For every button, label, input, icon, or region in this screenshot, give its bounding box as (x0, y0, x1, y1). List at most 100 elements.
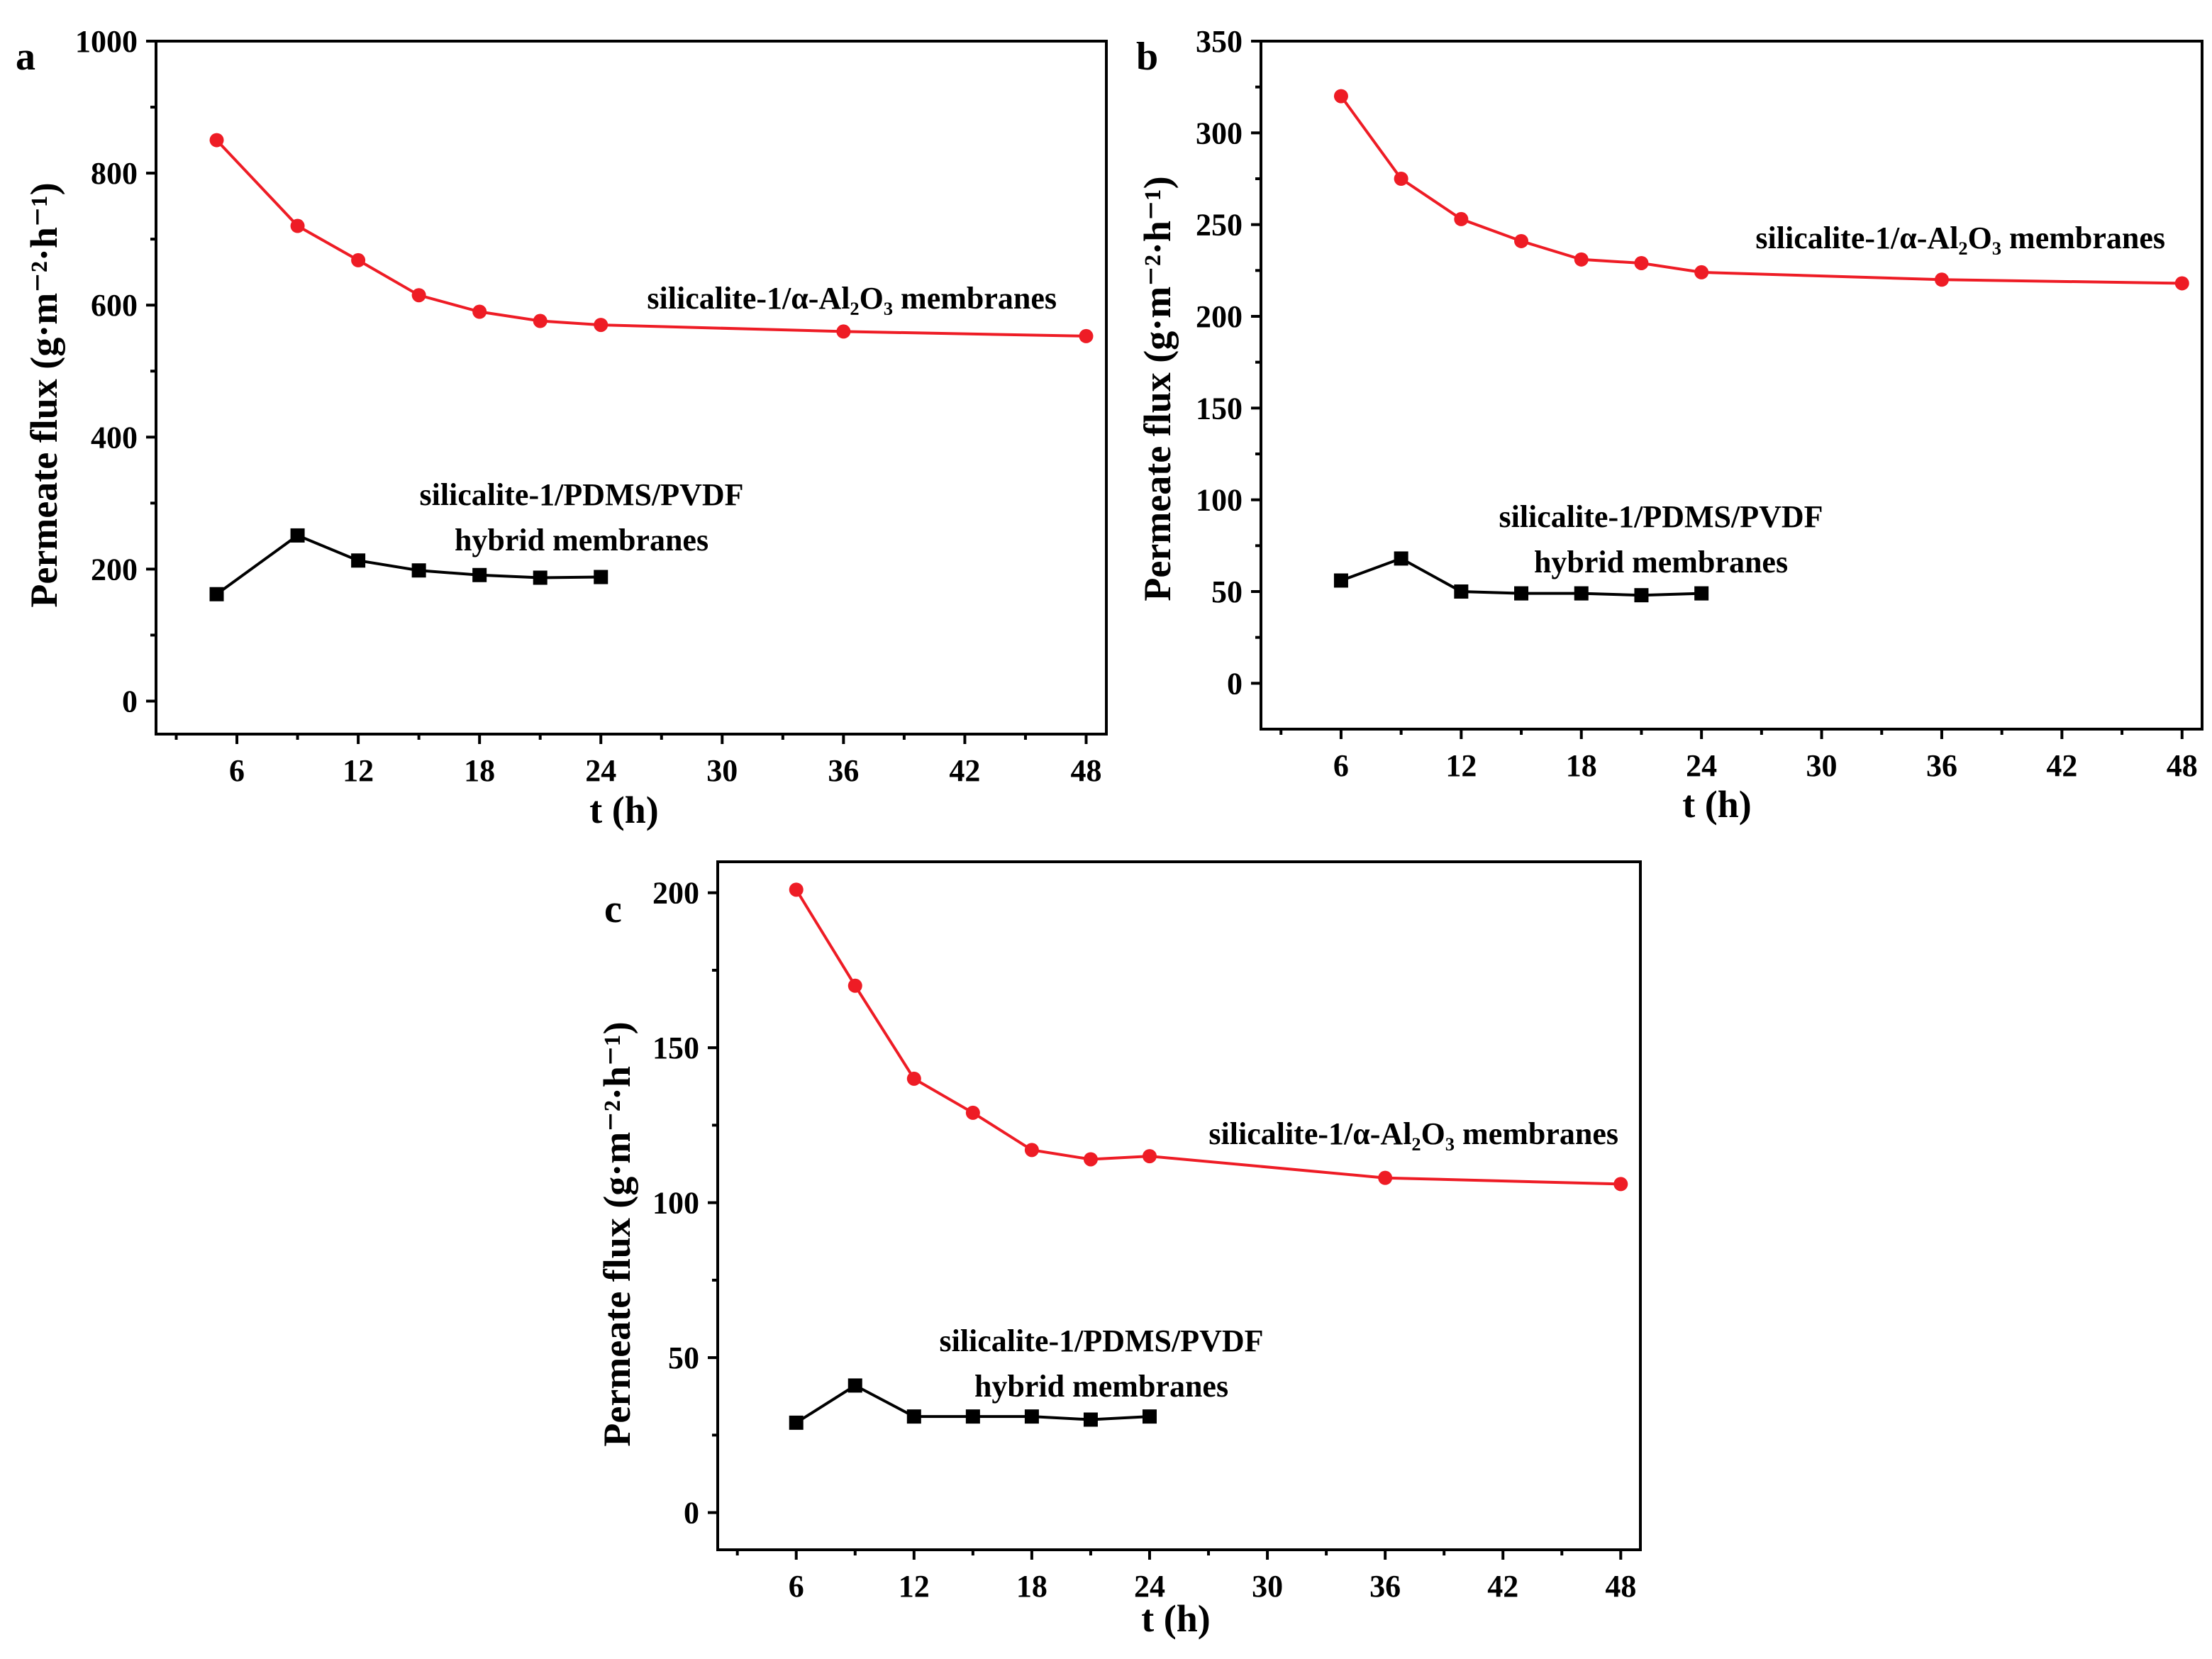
series-annotation: silicalite-1/α-Al₂O₃ membranes (1755, 221, 2165, 255)
data-point (847, 978, 862, 993)
x-tick-label: 18 (1566, 748, 1597, 783)
x-tick-label: 12 (899, 1569, 930, 1604)
y-tick-label: 200 (652, 876, 699, 911)
y-tick-label: 150 (1196, 391, 1243, 426)
x-tick-label: 24 (1686, 748, 1717, 783)
x-tick-label: 30 (1252, 1569, 1283, 1604)
data-point (1454, 584, 1469, 599)
data-point (1394, 172, 1408, 186)
y-tick-label: 350 (1196, 24, 1243, 59)
y-tick-label: 250 (1196, 208, 1243, 243)
y-tick-label: 1000 (75, 24, 138, 59)
y-tick-label: 0 (1227, 666, 1243, 701)
data-point (411, 288, 426, 303)
data-point (1574, 586, 1589, 601)
data-point (1024, 1409, 1039, 1424)
y-tick-label: 600 (91, 288, 138, 323)
data-point (1694, 586, 1709, 601)
data-point (1333, 89, 1348, 104)
panel-label: c (604, 887, 622, 931)
x-tick-label: 36 (828, 753, 859, 788)
data-point (789, 1415, 804, 1430)
plot-frame (155, 40, 1108, 736)
x-tick-label: 42 (1487, 1569, 1518, 1604)
x-tick-label: 24 (585, 753, 616, 788)
x-tick-label: 30 (1806, 748, 1838, 783)
data-point (472, 304, 487, 319)
y-axis-label: Permeate flux (g·m⁻²·h⁻¹) (1136, 176, 1179, 601)
y-tick-label: 200 (1196, 299, 1243, 334)
data-point (1333, 573, 1348, 588)
x-tick-label: 6 (229, 753, 245, 788)
data-point (594, 570, 608, 584)
data-point (209, 587, 224, 601)
panel-a: a Permeate flux (g·m⁻²·h⁻¹) t (h) 6 12 18 2… (16, 24, 1108, 831)
data-point (533, 314, 548, 328)
data-point (411, 563, 426, 578)
data-point (1394, 551, 1408, 566)
series-annotation: silicalite-1/α-Al₂O₃ membranes (1208, 1116, 1618, 1151)
data-point (847, 1378, 862, 1393)
data-point (1514, 586, 1529, 601)
x-tick-label: 6 (789, 1569, 804, 1604)
data-point (965, 1105, 980, 1120)
data-point (2174, 276, 2189, 291)
y-tick-label: 150 (652, 1031, 699, 1065)
series-annotation: silicalite-1/PDMS/PVDF (419, 477, 743, 512)
y-tick-label: 800 (91, 156, 138, 191)
x-tick-label: 24 (1134, 1569, 1165, 1604)
series-annotation: hybrid membranes (974, 1369, 1228, 1404)
y-tick-label: 0 (684, 1496, 699, 1531)
panel-label: a (16, 35, 35, 79)
x-tick-label: 36 (1369, 1569, 1401, 1604)
x-tick-label: 42 (949, 753, 980, 788)
x-tick-label: 6 (1333, 748, 1349, 783)
y-tick-label: 100 (1196, 483, 1243, 518)
x-axis-label: t (h) (1141, 1597, 1210, 1640)
x-axis-label: t (h) (589, 789, 658, 831)
data-point (1454, 211, 1469, 226)
y-tick-label: 200 (91, 552, 138, 587)
data-point (1024, 1143, 1039, 1158)
x-tick-label: 18 (1016, 1569, 1047, 1604)
x-tick-label: 48 (1605, 1569, 1636, 1604)
data-point (594, 318, 608, 333)
y-axis-label: Permeate flux (g·m⁻²·h⁻¹) (596, 1021, 638, 1446)
data-point (290, 528, 305, 543)
data-point (1634, 255, 1649, 270)
series-annotation: silicalite-1/PDMS/PVDF (939, 1324, 1263, 1358)
data-point (290, 218, 305, 233)
y-axis-title: Permeate flux (g·m⁻²·h⁻¹) (23, 182, 65, 607)
y-tick-label: 0 (122, 684, 138, 718)
data-point (906, 1071, 921, 1086)
plot-frame (1260, 40, 2203, 731)
panel-label: b (1136, 35, 1158, 79)
data-point (1574, 252, 1589, 267)
y-tick-label: 50 (1211, 575, 1243, 609)
x-tick-label: 36 (1926, 748, 1957, 783)
data-point (1634, 588, 1649, 603)
x-tick-label: 30 (706, 753, 738, 788)
y-tick-label: 400 (91, 420, 138, 455)
data-point (1934, 272, 1949, 287)
x-tick-label: 12 (343, 753, 374, 788)
data-point (1083, 1412, 1098, 1427)
data-point (351, 253, 366, 267)
series-annotation: hybrid membranes (455, 523, 708, 557)
panel-b: b Permeate flux (g·m⁻²·h⁻¹) t (h) 6 12 18 2… (1136, 24, 2203, 826)
x-tick-label: 18 (464, 753, 495, 788)
x-tick-label: 42 (2046, 748, 2077, 783)
x-tick-label: 12 (1445, 748, 1477, 783)
data-point (1514, 233, 1529, 248)
y-tick-label: 100 (652, 1186, 699, 1221)
data-point (209, 133, 224, 148)
data-point (1694, 265, 1709, 279)
data-point (789, 882, 804, 897)
series-annotation: silicalite-1/α-Al₂O₃ membranes (647, 281, 1057, 316)
data-point (1142, 1409, 1157, 1424)
y-axis-title: Permeate flux (g·m⁻²·h⁻¹) (1136, 176, 1179, 601)
data-point (472, 567, 487, 582)
data-point (1083, 1152, 1098, 1167)
data-point (533, 570, 548, 585)
